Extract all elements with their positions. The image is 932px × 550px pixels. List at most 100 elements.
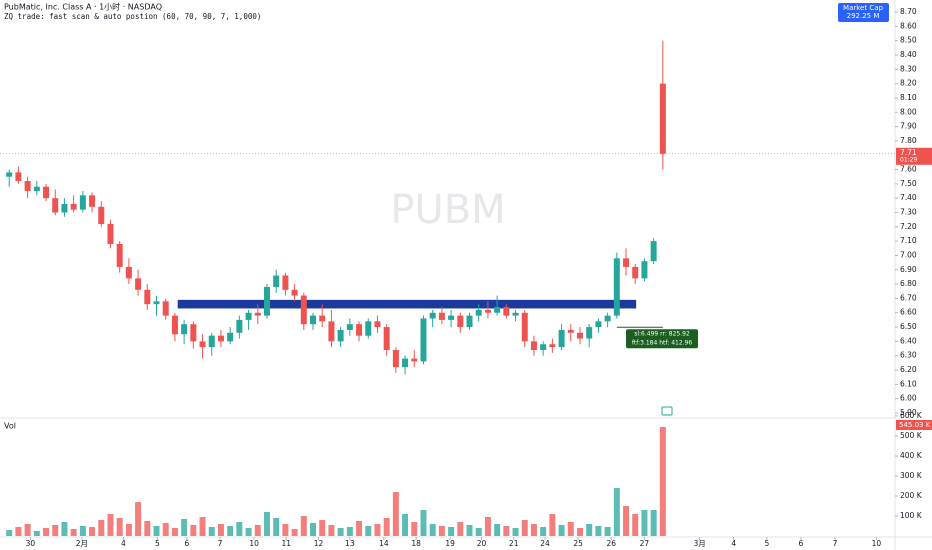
- x-tick-label: 27: [640, 539, 650, 548]
- candle-body: [217, 335, 224, 342]
- volume-tick-label: 600 K: [900, 411, 923, 420]
- x-tick-label: 26: [607, 539, 617, 548]
- volume-bar: [448, 527, 455, 536]
- trade-line2: ftf:3.184 htf: 412.96: [632, 340, 693, 347]
- market-cap-label: Market Cap: [843, 4, 883, 12]
- candle-body: [494, 307, 501, 313]
- volume-bar: [659, 426, 666, 536]
- candle-body: [632, 266, 639, 279]
- volume-bar: [291, 529, 298, 536]
- x-tick-label: 10: [249, 539, 259, 548]
- candle-body: [392, 349, 399, 368]
- volume-bar: [98, 520, 105, 536]
- y-tick-label: 6.70: [900, 293, 917, 302]
- y-tick-label: 6.30: [900, 351, 917, 360]
- candle-body: [208, 335, 215, 348]
- volume-bar: [411, 522, 418, 536]
- volume-bar: [199, 517, 206, 536]
- candle-body: [383, 327, 390, 350]
- y-tick-label: 7.40: [900, 193, 917, 202]
- y-tick-label: 8.10: [900, 93, 917, 102]
- trade-line1: sl:6.499 rr: 825.92: [634, 331, 690, 338]
- volume-tick-label: 300 K: [900, 471, 923, 480]
- plot: [0, 40, 895, 536]
- volume-bar: [43, 528, 50, 536]
- x-tick-label: 13: [345, 539, 355, 548]
- last-price-label: 7.71: [900, 148, 917, 157]
- volume-bar: [337, 528, 344, 536]
- volume-bar: [217, 524, 224, 536]
- candle-body: [79, 195, 86, 210]
- volume-bar: [623, 506, 630, 536]
- candle-body: [576, 332, 583, 339]
- volume-bar: [273, 518, 280, 536]
- last-time-label: 01:29: [900, 156, 917, 163]
- earnings-icon[interactable]: [661, 406, 673, 416]
- candle-body: [263, 286, 270, 316]
- candle-body: [43, 186, 50, 199]
- x-tick-label: 7: [833, 539, 838, 548]
- last-price-badge: [896, 147, 932, 165]
- volume-bar: [181, 519, 188, 536]
- candle-body: [457, 315, 464, 328]
- volume-bar: [521, 520, 528, 536]
- x-tick-label: 4: [731, 539, 736, 548]
- candle-body: [503, 307, 510, 316]
- candle-body: [116, 244, 123, 267]
- candle-body: [52, 198, 59, 213]
- volume-bar: [319, 520, 326, 536]
- y-tick-label: 6.00: [900, 394, 917, 403]
- volume-bar: [650, 510, 657, 536]
- volume-bar: [135, 502, 142, 536]
- volume-bar: [558, 525, 565, 536]
- y-tick-label: 8.50: [900, 36, 917, 45]
- volume-bar: [402, 514, 409, 536]
- volume-bar: [576, 528, 583, 536]
- volume-bar: [457, 522, 464, 536]
- volume-bar: [52, 525, 59, 536]
- x-tick-label: 5: [764, 539, 769, 548]
- x-tick-label: 21: [509, 539, 519, 548]
- candle-body: [153, 301, 160, 305]
- candle-body: [33, 186, 40, 192]
- volume-bar: [595, 526, 602, 536]
- candle-body: [540, 344, 547, 350]
- candle-body: [356, 324, 363, 336]
- candle-body: [319, 315, 326, 322]
- x-tick-label: 7: [218, 539, 223, 548]
- volume-bar: [540, 527, 547, 536]
- candle-body: [181, 324, 188, 335]
- x-tick-label: 10: [872, 539, 882, 548]
- x-tick-label: 6: [184, 539, 189, 548]
- volume-bar: [383, 518, 390, 536]
- candle-body: [521, 312, 528, 342]
- y-tick-label: 6.50: [900, 322, 917, 331]
- candle-body: [107, 223, 114, 245]
- volume-tick-label: 400 K: [900, 451, 923, 460]
- last-volume-badge: [896, 419, 932, 430]
- y-tick-label: 6.20: [900, 365, 917, 374]
- candle-body: [254, 312, 261, 316]
- candle-body: [484, 309, 491, 313]
- x-tick-label: 24: [540, 539, 550, 548]
- volume-bar: [346, 527, 353, 536]
- volume-bar: [503, 526, 510, 536]
- candle-body: [70, 203, 77, 210]
- candle-body: [402, 358, 409, 368]
- y-tick-label: 6.60: [900, 308, 917, 317]
- volume-bar: [613, 488, 620, 536]
- volume-bar: [484, 517, 491, 536]
- candle-body: [6, 172, 13, 177]
- volume-label: Vol: [4, 422, 16, 431]
- candle-body: [586, 327, 593, 339]
- y-tick-label: 7.30: [900, 208, 917, 217]
- candle-body: [310, 315, 317, 325]
- y-tick-label: 7.20: [900, 222, 917, 231]
- chart-title: PubMatic, Inc. Class A · 1小时 · NASDAQ: [4, 2, 162, 12]
- candle-body: [595, 321, 602, 328]
- y-tick-label: 8.20: [900, 79, 917, 88]
- candle-body: [337, 329, 344, 342]
- candle-body: [135, 278, 142, 290]
- volume-bar: [549, 514, 556, 536]
- candle-body: [438, 312, 445, 320]
